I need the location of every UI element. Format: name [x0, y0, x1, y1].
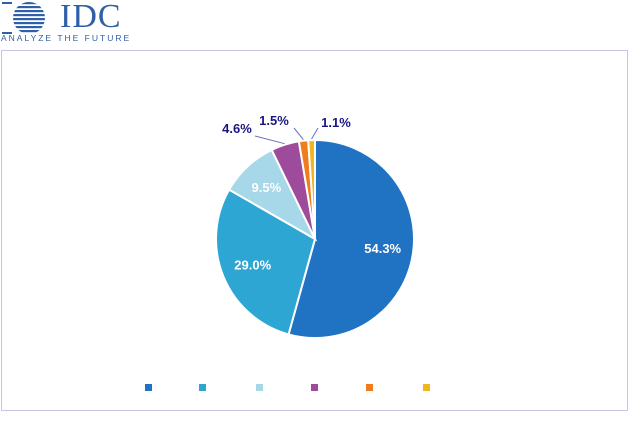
slice-label: 54.3%	[364, 241, 401, 256]
legend-swatch	[311, 384, 318, 391]
logo-text: IDC	[60, 0, 122, 35]
legend-swatch	[423, 384, 430, 391]
globe-icon	[2, 2, 45, 34]
legend-swatch	[366, 384, 373, 391]
leader-line	[311, 127, 319, 140]
idc-logo: IDC ANALYZE THE FUTURE	[0, 0, 140, 46]
pie-slice	[307, 138, 316, 240]
legend-swatch	[145, 384, 152, 391]
pie-chart: 54.3% 29.0% 9.5% 4.6% 1.5% 1.1%	[215, 113, 415, 339]
chart-frame: 54.3% 29.0% 9.5% 4.6% 1.5% 1.1%	[1, 50, 628, 411]
slice-label: 1.1%	[321, 115, 351, 130]
slice-label: 29.0%	[234, 258, 271, 273]
pie-slice	[287, 138, 415, 339]
leader-line	[293, 127, 304, 140]
logo-tagline: ANALYZE THE FUTURE	[1, 33, 132, 43]
legend-swatch	[199, 384, 206, 391]
slice-label: 9.5%	[252, 180, 282, 195]
slice-label: 1.5%	[259, 113, 289, 128]
legend-swatch	[256, 384, 263, 391]
slice-label: 4.6%	[222, 121, 252, 136]
leader-line	[254, 135, 285, 145]
